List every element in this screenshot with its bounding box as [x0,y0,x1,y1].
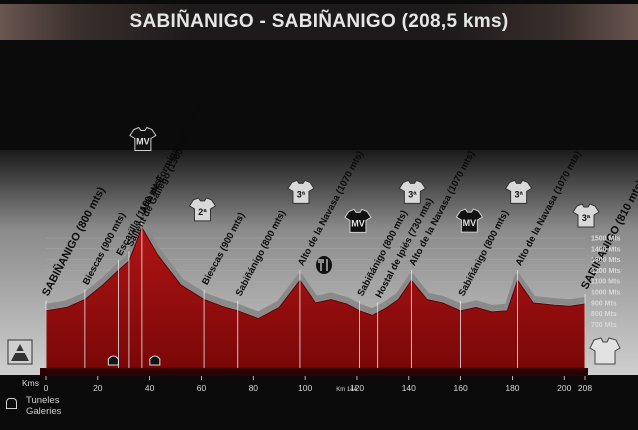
tunnel-markers [107,355,161,366]
elevation-tick-label: 1100 Mts [591,279,620,286]
page-title: SABIÑANIGO - SABIÑANIGO (208,5 kms) [0,4,638,40]
elevation-tick-label: 1000 Mts [591,290,621,297]
climb-category-label: MV [136,137,150,147]
elevation-tick-label: 1200 Mts [591,268,621,275]
climb-category-label: MV [463,218,477,228]
x-tick-label: 160 [454,383,468,393]
place-drop-lines [45,217,586,368]
category-jersey-icon: 3ª [504,179,533,204]
x-tick-label: 60 [197,383,207,393]
category-jersey-icon: 3ª [287,179,315,204]
category-jersey-icon: 3ª [398,179,427,204]
x-tick-label: 208 [578,383,592,393]
finish-jersey-icon [589,337,621,365]
category-jersey-icon: 3ª [572,203,600,228]
x-axis: Kms 0 20 40 60 80 100 120 140 160 180 200 208 Km 144 [22,376,592,393]
x-tick-label: 180 [505,383,519,393]
x-tick-label: 40 [145,383,155,393]
climb-category-label: 2ª [198,207,207,217]
climb-category-label: 3ª [297,189,306,199]
climb-category-label: 3ª [514,189,523,199]
x-tick-label: 0 [44,383,49,393]
tunnel-marker-icon [149,355,161,366]
climb-category-label: 3ª [408,189,417,199]
elevation-tick-label: 700 Mts [591,322,617,329]
tunnel-icon [6,398,17,409]
profile-baseline [40,368,588,376]
legend-tunnels-label: Tuneles [26,395,60,406]
climb-badges: MV 2ª 3ª MV 3ª MV 3ª 3ª [129,126,600,233]
elevation-tick-label: 1300 Mts [591,257,621,264]
tunnel-marker-icon [107,355,119,366]
profile-halo [45,220,586,318]
category-jersey-icon: 2ª [188,197,217,222]
x-tick-label: 80 [249,383,259,393]
x-tick-label: 200 [557,383,571,393]
start-flag-icon [7,339,33,365]
mountain-jersey-icon: MV [455,208,484,233]
x-tick-label: 100 [298,383,312,393]
elevation-scale: 1500 Mts 1400 Mts 1300 Mts 1200 Mts 1100 Mts… [591,236,621,329]
mountain-jersey-icon: MV [129,126,157,151]
x-tick-label: 20 [93,383,103,393]
climb-category-label: 3ª [582,213,591,223]
kms-axis-label: Kms [22,378,39,388]
feed-zone-icon [316,256,332,274]
x-tick-label: 140 [402,383,416,393]
elevation-tick-label: 1400 Mts [591,246,621,253]
x-tick-label: 120 [350,383,364,393]
mountain-jersey-icon: MV [344,208,372,233]
tunnel-km-note: Km 144 [336,387,357,393]
elevation-tick-label: 900 Mts [591,300,617,307]
elevation-tick-label: 800 Mts [591,311,617,318]
legend-galeries-label: Galeries [26,406,62,417]
climb-category-label: MV [351,218,365,228]
elevation-tick-label: 1500 Mts [591,236,621,243]
